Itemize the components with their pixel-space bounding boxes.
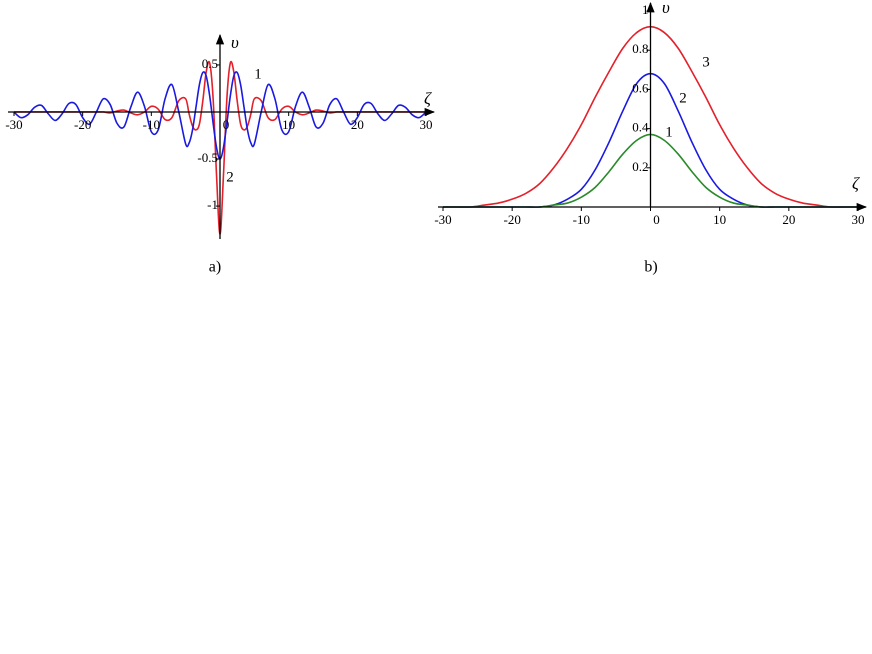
y-tick-label: 0.2 xyxy=(632,159,648,174)
x-axis-label: ζ xyxy=(852,174,860,193)
x-tick-label: -10 xyxy=(143,117,160,132)
curve-label: 1 xyxy=(665,124,673,140)
x-tick-label: -10 xyxy=(573,212,590,227)
y-tick-label: -1 xyxy=(207,197,218,212)
y-axis-label: υ xyxy=(662,0,670,17)
y-tick-label: 0.4 xyxy=(632,120,649,135)
y-tick-label: 0.6 xyxy=(632,80,649,95)
curve-label: 1 xyxy=(254,66,262,82)
curve-label: 2 xyxy=(679,90,687,106)
x-tick-label: 20 xyxy=(351,117,364,132)
y-tick-label: 0.5 xyxy=(202,56,218,71)
x-tick-label: 10 xyxy=(282,117,295,132)
caption: b) xyxy=(644,259,657,276)
x-tick-label: -20 xyxy=(74,117,91,132)
caption: a) xyxy=(209,259,221,276)
x-tick-label: -30 xyxy=(434,212,451,227)
x-tick-label: 30 xyxy=(420,117,433,132)
y-tick-label: -0.5 xyxy=(197,150,218,165)
x-axis-label: ζ xyxy=(424,89,432,108)
x-tick-label: 10 xyxy=(713,212,726,227)
x-tick-label: -30 xyxy=(5,117,22,132)
curve-label: 3 xyxy=(702,54,710,70)
x-tick-label: 0 xyxy=(223,117,230,132)
x-tick-label: -20 xyxy=(503,212,520,227)
x-tick-label: 20 xyxy=(782,212,795,227)
y-axis-label: υ xyxy=(231,33,239,52)
curve-label: 2 xyxy=(226,169,234,185)
x-tick-label: 30 xyxy=(852,212,865,227)
y-tick-label: 0.8 xyxy=(632,41,648,56)
y-tick-label: 1 xyxy=(642,2,649,17)
x-tick-label: 0 xyxy=(653,212,660,227)
